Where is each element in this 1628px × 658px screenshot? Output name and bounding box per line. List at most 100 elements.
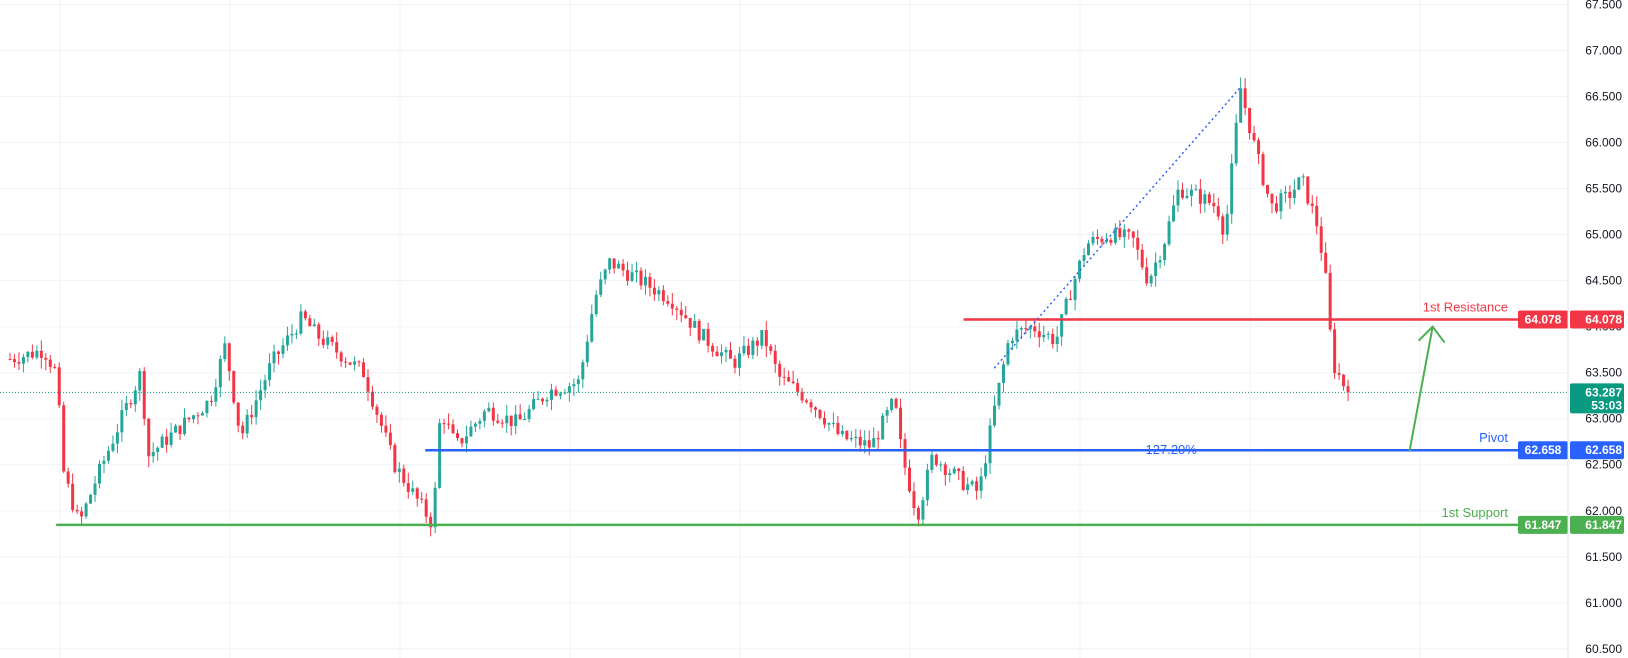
candle-body — [755, 340, 759, 346]
candle-body — [223, 343, 227, 360]
candle-body — [948, 473, 952, 475]
candle-body — [424, 499, 428, 517]
y-tick-label: 61.000 — [1585, 596, 1622, 610]
candle-body — [1060, 314, 1064, 337]
candle-body — [711, 345, 715, 352]
price-axis: 64.078 62.658 61.847 60.500 61.000 61.500 62.0… — [1518, 0, 1628, 658]
candle-body — [1203, 194, 1207, 204]
candle-body — [630, 272, 634, 281]
candle-body — [921, 500, 925, 520]
candle-body — [818, 409, 822, 418]
candle-body — [787, 377, 791, 382]
candle-body — [84, 503, 88, 517]
candle-body — [742, 345, 746, 354]
candle-body — [863, 440, 867, 446]
candle-body — [326, 337, 330, 345]
candle-body — [317, 324, 321, 339]
candle-body — [44, 357, 48, 360]
candle-body — [17, 362, 21, 364]
candle-body — [415, 488, 419, 499]
level-badge — [1518, 441, 1568, 460]
candle-body — [1087, 243, 1091, 256]
candle-body — [934, 454, 938, 465]
candle-body — [89, 494, 93, 504]
candle-body — [1015, 329, 1019, 341]
candle-body — [254, 400, 258, 418]
candle-body — [621, 263, 625, 271]
candle-body — [321, 338, 325, 345]
candle-body — [858, 436, 862, 446]
y-tick-label: 63.000 — [1585, 412, 1622, 426]
candle-body — [1288, 191, 1292, 198]
candle-body — [1042, 334, 1046, 338]
candle-body — [684, 315, 688, 319]
candle-body — [1225, 213, 1229, 235]
candle-body — [1180, 189, 1184, 198]
candle-body — [872, 438, 876, 448]
candle-body — [191, 415, 195, 420]
candle-body — [1301, 176, 1305, 178]
candle-body — [1104, 240, 1108, 243]
candle-body — [1230, 163, 1234, 214]
candle-body — [1189, 189, 1193, 196]
candle-body — [214, 387, 218, 402]
candle-body — [1095, 236, 1099, 239]
candle-body — [160, 436, 164, 448]
candle-body — [187, 417, 191, 420]
candle-body — [93, 483, 97, 495]
candle-body — [299, 311, 303, 334]
candle-body — [773, 350, 777, 364]
candle-body — [209, 400, 213, 402]
candle-body — [263, 380, 267, 391]
candle-body — [541, 398, 545, 402]
y-tick-label: 61.500 — [1585, 550, 1622, 564]
candle-body — [1310, 203, 1314, 206]
candle-body — [1283, 191, 1287, 194]
candle-body — [133, 390, 137, 405]
candle-body — [1006, 343, 1010, 365]
candle-body — [375, 406, 379, 415]
candle-body — [549, 389, 553, 400]
candle-body — [71, 483, 75, 510]
candle-body — [1239, 88, 1243, 123]
candle-body — [1100, 238, 1104, 243]
candle-body — [1243, 88, 1247, 108]
current-price-badge — [1570, 383, 1624, 414]
candle-body — [746, 345, 750, 355]
candle-body — [1091, 236, 1095, 244]
candle-body — [482, 411, 486, 421]
candle-body — [98, 463, 102, 484]
candle-body — [966, 484, 970, 490]
candle-body — [769, 346, 773, 351]
level-badge-value: 62.658 — [1525, 443, 1562, 457]
candle-body — [778, 363, 782, 377]
candle-body — [590, 314, 594, 342]
candle-body — [688, 318, 692, 328]
candle-body — [751, 340, 755, 355]
candle-body — [1315, 205, 1319, 227]
current-price-value: 63.287 — [1585, 385, 1622, 399]
candle-body — [1145, 267, 1149, 284]
candle-body — [57, 367, 61, 406]
candle-body — [1337, 373, 1341, 375]
candle-body — [183, 417, 187, 435]
candle-body — [147, 418, 151, 457]
candle-body — [357, 361, 361, 363]
candle-body — [200, 413, 204, 416]
y-tick-label: 66.500 — [1585, 90, 1622, 104]
candle-body — [603, 269, 607, 280]
candle-body — [1055, 336, 1059, 345]
candle-body — [970, 481, 974, 485]
candle-body — [1324, 252, 1328, 273]
candle-body — [1127, 229, 1131, 232]
candle-body — [456, 433, 460, 439]
candle-body — [1167, 221, 1171, 245]
candle-body — [894, 398, 898, 408]
candle-body — [1113, 228, 1117, 243]
candle-body — [178, 425, 182, 435]
candle-body — [916, 508, 920, 520]
candle-body — [1342, 374, 1346, 387]
candle-body — [464, 436, 468, 444]
